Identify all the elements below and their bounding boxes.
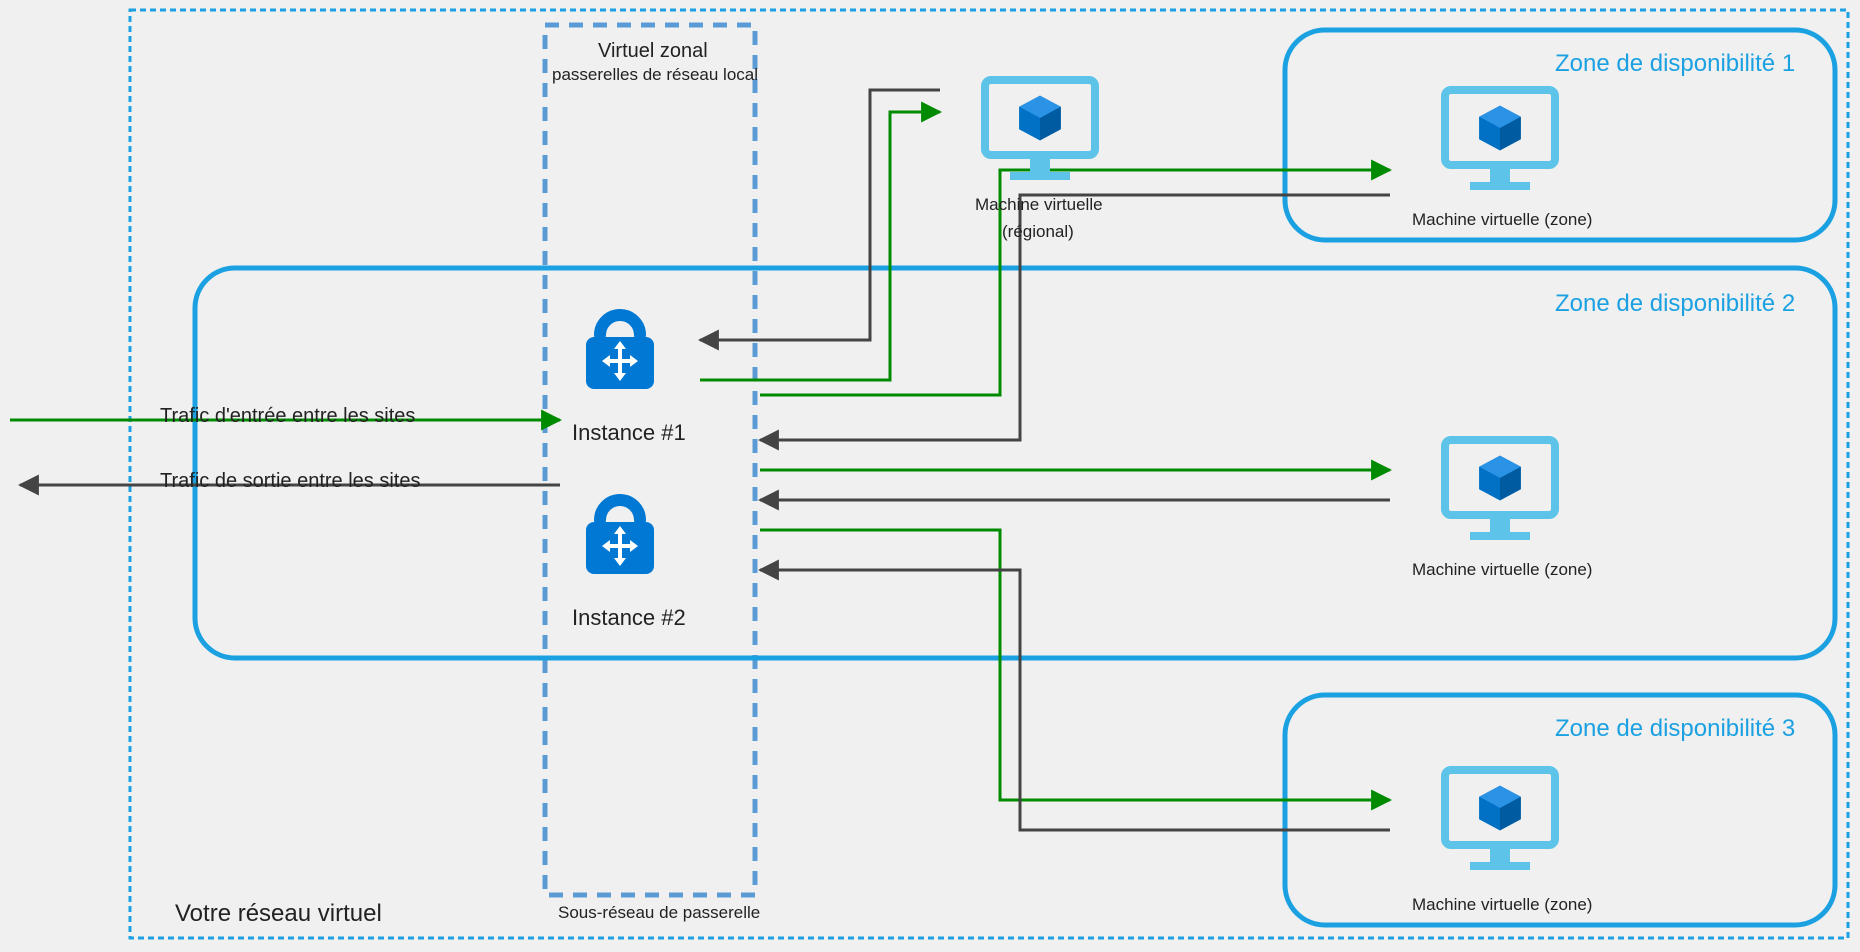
vm-zone3-label: Machine virtuelle (zone) [1412,895,1592,915]
gateway-icon-1 [586,315,654,389]
gateway-top-label: Virtuel zonal [598,40,708,63]
gateway-top2-label: passerelles de réseau local [552,65,758,85]
arrow-3 [700,112,940,380]
zone1-title-label: Zone de disponibilité 1 [1555,50,1795,78]
arrow-8 [760,530,1390,800]
arrows-layer [10,90,1390,830]
gateway-bottom-label: Sous-réseau de passerelle [558,903,760,923]
arrow-5 [760,195,1390,440]
egress-label: Trafic de sortie entre les sites [160,470,420,493]
vnet-title-label: Votre réseau virtuel [175,900,382,928]
vm-regional2-label: (régional) [1002,222,1074,242]
gateway-icon-2 [586,500,654,574]
instance2-label: Instance #2 [572,605,686,631]
arrow-9 [760,570,1390,830]
vm-regional-icon [985,80,1095,180]
arrow-2 [700,90,940,340]
ingress-label: Trafic d'entrée entre les sites [160,405,415,428]
vm-zone2-label: Machine virtuelle (zone) [1412,560,1592,580]
zone3-title-label: Zone de disponibilité 3 [1555,715,1795,743]
vm-regional-label: Machine virtuelle [975,195,1103,215]
region-zone2_big [195,268,1835,658]
vm-zone1-label: Machine virtuelle (zone) [1412,210,1592,230]
instance1-label: Instance #1 [572,420,686,446]
region-gateway_subnet [545,25,755,895]
zone2-title-label: Zone de disponibilité 2 [1555,290,1795,318]
vm-zone3-icon [1445,770,1555,870]
vm-zone2-icon [1445,440,1555,540]
vm-zone1-icon [1445,90,1555,190]
